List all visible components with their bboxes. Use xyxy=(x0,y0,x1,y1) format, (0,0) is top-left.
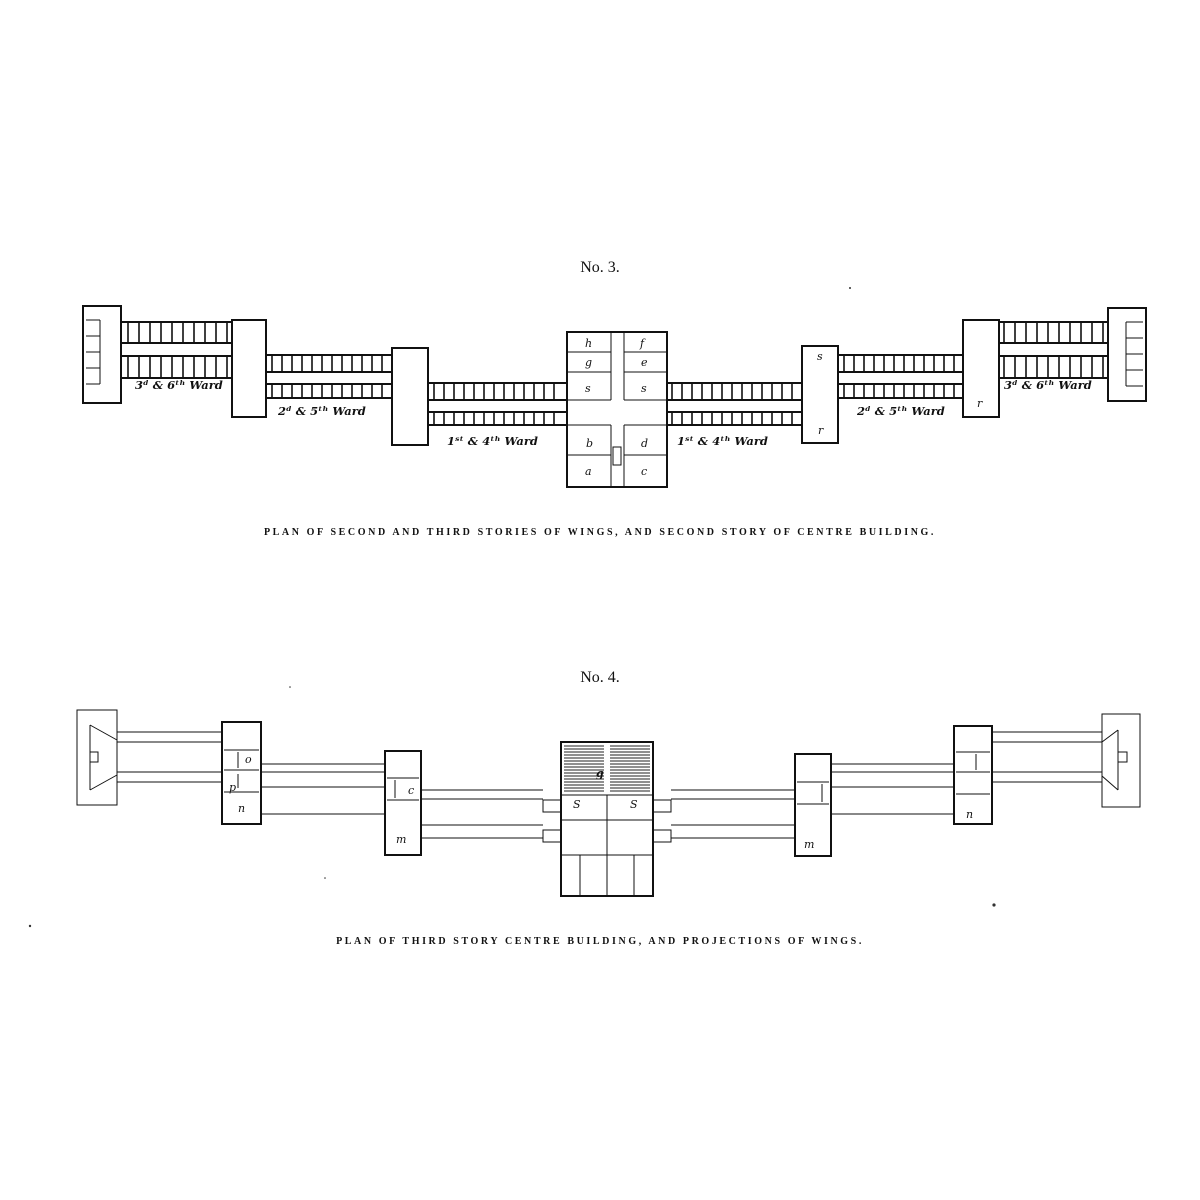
left-pavilion-outer xyxy=(231,319,267,418)
ward-label-left-inner: 1ˢᵗ & 4ᵗʰ Ward xyxy=(447,434,538,448)
room-label-n-right: n xyxy=(966,808,973,821)
room-label-g: g xyxy=(585,356,592,369)
left-outer-wing-walls xyxy=(121,321,232,379)
room-label-o: o xyxy=(245,753,252,766)
room-label-g: g xyxy=(596,767,604,780)
room-label-b: b xyxy=(586,437,593,450)
room-label-s-right: S xyxy=(630,798,638,811)
centre-partitions xyxy=(567,332,667,487)
room-label-a: a xyxy=(585,465,592,478)
left-end-block xyxy=(82,305,122,404)
li-cells-ticks xyxy=(433,383,555,425)
ward-label-left-outer: 3ᵈ & 6ᵗʰ Ward xyxy=(135,378,223,392)
ri-cells-ticks xyxy=(671,383,793,425)
right-end-block xyxy=(1107,307,1147,402)
ro-cells-ticks xyxy=(1003,322,1104,378)
right-middle-wing-walls xyxy=(838,354,963,399)
ward-label-left-middle: 2ᵈ & 5ᵗʰ Ward xyxy=(277,404,366,418)
left-pavilion-inner xyxy=(391,347,429,446)
roof-hatching xyxy=(564,745,650,792)
plan-3-floor-plan: 3ᵈ & 6ᵗʰ Ward 2ᵈ & 5ᵗʰ Ward 1ˢᵗ & 4ᵗʰ Wa… xyxy=(82,305,1147,488)
left-inner-wing-walls xyxy=(428,382,567,426)
room-label-s-left: S xyxy=(573,798,581,811)
right-inner-wing-walls xyxy=(667,382,802,426)
right-end-projection xyxy=(1101,713,1141,808)
room-label-r-inner: r xyxy=(818,424,824,437)
room-label-m-left: m xyxy=(396,833,406,846)
roof-hatch-lines xyxy=(564,745,650,792)
right-inner-roof-lines xyxy=(671,789,795,839)
centre-building xyxy=(566,331,668,488)
right-pavilion-4 xyxy=(953,725,993,825)
right-outer-roof-lines xyxy=(992,731,1102,783)
plan-3-number: No. 3. xyxy=(580,259,620,276)
left-m-pavilion xyxy=(384,750,422,856)
left-outer-wing-cells xyxy=(127,322,228,378)
ward-label-right-middle: 2ᵈ & 5ᵗʰ Ward xyxy=(856,404,945,418)
right-pavilion-outer xyxy=(962,319,1000,418)
right-middle-roof-lines xyxy=(831,763,954,815)
room-label-n: n xyxy=(238,802,245,815)
right-m-pavilion xyxy=(794,753,832,857)
right-pavilion-inner xyxy=(801,345,839,444)
rm-cells-ticks xyxy=(843,355,955,398)
ward-label-right-inner: 1ˢᵗ & 4ᵗʰ Ward xyxy=(677,434,768,448)
room-label-s-left: s xyxy=(585,382,591,395)
right-outer-wing-walls xyxy=(999,321,1108,379)
lm-cells-ticks xyxy=(271,355,383,398)
room-label-c: c xyxy=(641,465,647,478)
left-middle-roof-lines xyxy=(261,763,385,815)
lo-cells-ticks xyxy=(127,322,228,378)
room-label-h: h xyxy=(585,337,592,350)
room-label-s-right: s xyxy=(641,382,647,395)
plan-4-number: No. 4. xyxy=(580,669,620,686)
left-inner-roof-lines xyxy=(421,789,543,839)
plan-4-caption: PLAN OF THIRD STORY CENTRE BUILDING, AND… xyxy=(336,936,864,947)
room-label-d: d xyxy=(641,437,648,450)
left-middle-wing-walls xyxy=(266,354,392,399)
left-outer-roof-lines xyxy=(117,731,222,783)
room-label-f: f xyxy=(639,337,646,350)
plan-3-caption: PLAN OF SECOND AND THIRD STORIES OF WING… xyxy=(263,527,937,538)
plan-4-floor-plan: g S S o p n c m m n xyxy=(76,709,1141,897)
centre-stair xyxy=(612,446,622,466)
room-label-p: p xyxy=(229,781,236,794)
room-label-s-pavilion: s xyxy=(817,350,823,363)
room-label-c: c xyxy=(408,784,414,797)
ward-label-right-outer: 3ᵈ & 6ᵗʰ Ward xyxy=(1004,378,1092,392)
room-label-e: e xyxy=(641,356,648,369)
left-pavilion-4 xyxy=(221,721,262,825)
room-label-m-right: m xyxy=(804,838,814,851)
room-label-r-outer: r xyxy=(977,397,983,410)
